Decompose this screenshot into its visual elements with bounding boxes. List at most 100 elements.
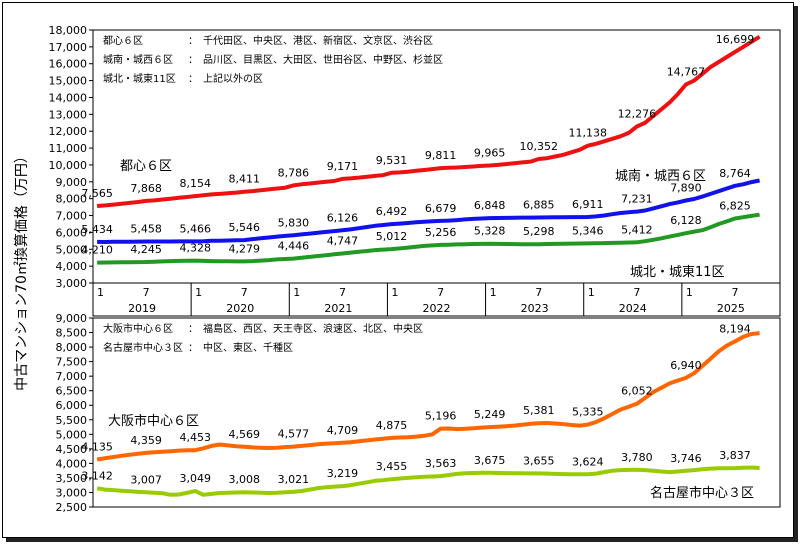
legend-name: 城北・城東11区 [103, 72, 176, 85]
data-label: 6,940 [670, 359, 702, 372]
data-label: 3,624 [572, 455, 604, 468]
data-label: 8,764 [719, 167, 751, 180]
data-label: 7,231 [621, 193, 653, 206]
x-month-tick: 1 [588, 286, 595, 299]
data-label: 5,346 [572, 224, 604, 237]
data-label: 4,328 [179, 242, 211, 255]
data-label: 5,434 [81, 223, 113, 236]
x-month-tick: 7 [633, 286, 640, 299]
legend-separator: ： [188, 55, 198, 66]
x-month-tick: 7 [143, 286, 150, 299]
y-tick-label: 18,000 [49, 24, 88, 37]
x-year-label: 2022 [423, 302, 451, 315]
series-line [96, 35, 761, 208]
data-label: 4,577 [278, 428, 310, 441]
legend-name: 大阪市中心６区 [103, 322, 173, 335]
y-tick-label: 11,000 [49, 142, 88, 155]
data-label: 9,531 [376, 154, 408, 167]
x-month-tick: 7 [437, 286, 444, 299]
legend-name: 城南・城西６区 [103, 53, 173, 66]
data-label: 6,885 [523, 198, 555, 211]
data-label: 4,245 [130, 243, 162, 256]
data-label: 16,699 [716, 33, 755, 46]
legend-name: 名古屋市中心３区 [103, 341, 183, 354]
x-month-tick: 7 [732, 286, 739, 299]
data-label: 3,049 [179, 472, 211, 485]
series-line [96, 465, 760, 497]
data-label: 9,811 [425, 149, 457, 162]
y-tick-label: 12,000 [49, 125, 88, 138]
data-label: 6,911 [572, 198, 604, 211]
data-label: 5,256 [425, 226, 457, 239]
y-tick-label: 14,000 [49, 91, 88, 104]
data-label: 6,679 [425, 202, 457, 215]
data-label: 6,825 [719, 199, 751, 212]
data-label: 10,352 [519, 140, 558, 153]
y-tick-label: 7,500 [56, 356, 88, 369]
data-label: 3,007 [130, 473, 162, 486]
y-tick-label: 5,000 [56, 243, 88, 256]
chart-frame [2, 2, 794, 538]
x-month-tick: 1 [195, 286, 202, 299]
data-label: 14,767 [667, 66, 706, 79]
legend-wards: 中区、東区、千種区 [203, 341, 293, 354]
data-label: 5,335 [572, 406, 604, 419]
x-month-tick: 7 [535, 286, 542, 299]
legend-separator: ： [188, 324, 198, 335]
data-label: 5,196 [425, 410, 457, 423]
x-month-tick: 7 [241, 286, 248, 299]
y-axis-label-text: 中古マンション70㎡換算価格（万円） [14, 149, 30, 391]
y-tick-label: 6,000 [56, 226, 88, 239]
data-label: 12,276 [618, 108, 657, 121]
data-label: 7,868 [130, 182, 162, 195]
y-tick-label: 3,000 [56, 277, 88, 290]
data-label: 5,830 [278, 216, 310, 229]
y-tick-label: 8,500 [56, 327, 88, 340]
data-label: 6,128 [670, 214, 702, 227]
data-label: 5,381 [523, 404, 555, 417]
y-tick-label: 7,000 [56, 370, 88, 383]
legend-wards: 品川区、目黒区、大田区、世田谷区、中野区、杉並区 [203, 53, 443, 66]
y-tick-label: 10,000 [49, 159, 88, 172]
series-line [96, 331, 760, 462]
x-month-tick: 7 [339, 286, 346, 299]
legend-wards: 福島区、西区、天王寺区、浪速区、北区、中央区 [203, 322, 423, 335]
data-label: 8,194 [719, 322, 751, 335]
y-tick-label: 16,000 [49, 58, 88, 71]
data-label: 5,298 [523, 225, 555, 238]
data-label: 3,008 [229, 473, 261, 486]
y-tick-label: 3,000 [56, 486, 88, 499]
data-label: 3,455 [376, 460, 408, 473]
y-tick-label: 3,500 [56, 472, 88, 485]
legend-separator: ： [188, 74, 198, 85]
y-tick-label: 9,000 [56, 312, 88, 325]
data-label: 7,890 [670, 182, 702, 195]
y-tick-label: 7,000 [56, 210, 88, 223]
data-label: 6,052 [621, 385, 653, 398]
data-label: 4,709 [327, 424, 359, 437]
data-label: 3,655 [523, 454, 555, 467]
data-label: 6,492 [376, 205, 408, 218]
data-label: 4,569 [229, 428, 261, 441]
data-label: 9,171 [327, 160, 359, 173]
legend-wards: 上記以外の区 [203, 72, 263, 85]
data-label: 5,249 [474, 408, 506, 421]
y-tick-label: 9,000 [56, 176, 88, 189]
data-label: 6,848 [474, 199, 506, 212]
series-label: 城南・城西６区 [615, 168, 706, 184]
series-label: 名古屋市中心３区 [650, 485, 754, 501]
data-label: 5,466 [179, 222, 211, 235]
data-label: 5,546 [229, 221, 261, 234]
x-month-tick: 1 [686, 286, 693, 299]
x-year-label: 2020 [226, 302, 254, 315]
data-label: 5,012 [376, 230, 408, 243]
x-month-tick: 1 [97, 286, 104, 299]
y-tick-label: 4,000 [56, 260, 88, 273]
y-tick-label: 4,000 [56, 457, 88, 470]
data-label: 3,563 [425, 457, 457, 470]
x-month-tick: 1 [490, 286, 497, 299]
data-label: 3,021 [278, 473, 310, 486]
data-label: 3,780 [621, 451, 653, 464]
